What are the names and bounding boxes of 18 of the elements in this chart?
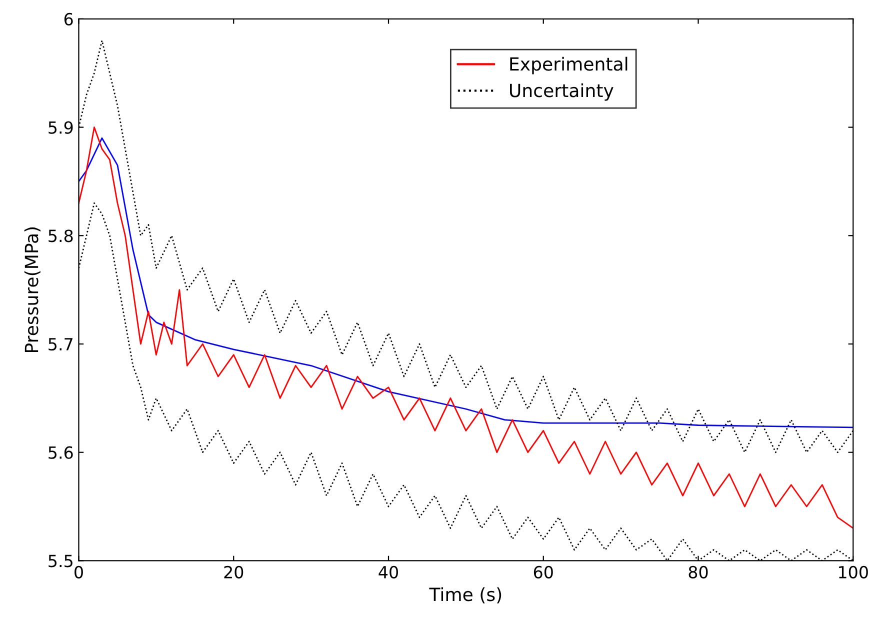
- y-tick-label: 5.7: [48, 338, 72, 351]
- legend-label: Experimental: [510, 56, 628, 74]
- legend-label: Uncertainty: [510, 83, 614, 101]
- x-tick-label: 60: [534, 566, 553, 578]
- x-tick-label: 40: [378, 566, 398, 578]
- y-tick-label: 5.8: [48, 230, 73, 242]
- x-tick-label: 80: [688, 566, 708, 578]
- line-series: [78, 137, 854, 428]
- line-series: [78, 126, 854, 529]
- x-tick-label: 100: [839, 566, 868, 578]
- y-tick-label: 6: [64, 12, 73, 26]
- x-axis-title: Time (s): [429, 587, 502, 604]
- x-tick-label: 20: [224, 566, 244, 578]
- y-tick-label: 5.9: [48, 121, 73, 134]
- y-axis-title: Pressure(MPa): [24, 227, 40, 352]
- y-tick-label: 5.6: [48, 446, 73, 459]
- y-tick-label: 5.5: [48, 554, 72, 568]
- x-tick-label: 0: [74, 566, 83, 578]
